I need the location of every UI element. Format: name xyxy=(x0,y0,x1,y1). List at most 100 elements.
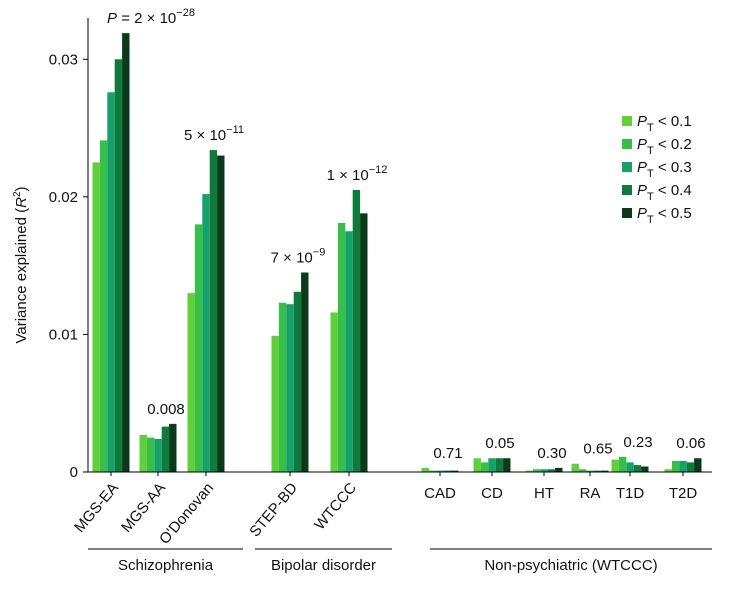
legend-text: < 0.5 xyxy=(654,205,692,222)
bar xyxy=(194,224,203,472)
bar xyxy=(107,92,115,473)
y-tick-label: 0.03 xyxy=(49,51,78,68)
annotation-text: 0.05 xyxy=(485,435,514,452)
annotation: 0.71 xyxy=(433,445,462,462)
annotation-prefix: P xyxy=(107,10,117,27)
bar xyxy=(626,462,634,472)
annotation: 7 × 10−9 xyxy=(271,247,326,267)
legend-sub: T xyxy=(647,122,654,134)
y-label-end: ) xyxy=(13,186,30,191)
legend-text: < 0.2 xyxy=(654,136,692,153)
bar xyxy=(99,140,108,472)
y-label-text: Variance explained ( xyxy=(13,208,30,344)
y-tick-label: 0.01 xyxy=(49,326,78,343)
legend-sub: T xyxy=(647,168,654,180)
y-tick-label: 0 xyxy=(70,464,78,481)
annotation: 0.06 xyxy=(676,435,705,452)
bar xyxy=(495,458,504,472)
annotation-exp: −9 xyxy=(313,247,326,259)
legend-label: PT < 0.4 xyxy=(637,182,692,203)
annotation: 5 × 10−11 xyxy=(184,124,244,144)
bar xyxy=(686,462,695,472)
legend-sub: T xyxy=(647,191,654,203)
bar xyxy=(571,463,579,472)
legend-label: PT < 0.5 xyxy=(637,205,692,226)
annotation: 1 × 10−12 xyxy=(327,164,388,184)
bar xyxy=(480,462,489,472)
bar xyxy=(330,312,338,472)
bar xyxy=(671,460,680,472)
bar xyxy=(139,434,147,472)
legend-sub: T xyxy=(647,145,654,157)
y-label-exp: 2 xyxy=(12,191,23,197)
bar xyxy=(286,304,294,472)
bar xyxy=(525,470,533,472)
annotation-text: 0.30 xyxy=(537,445,566,462)
annotation-exp: −28 xyxy=(176,7,195,19)
annotation-text: 0.06 xyxy=(676,435,705,452)
x-tick-label: STEP-BD xyxy=(246,480,301,541)
annotation-text: 0.65 xyxy=(583,441,612,458)
bar xyxy=(146,437,155,472)
bar xyxy=(503,458,511,472)
annotation-text: 7 × 10 xyxy=(271,250,313,267)
bar xyxy=(169,423,177,472)
annotation-text: = 2 × 10 xyxy=(117,10,176,27)
bar xyxy=(555,467,563,472)
bar xyxy=(421,467,429,472)
bar xyxy=(664,469,672,472)
legend-symbol: P xyxy=(637,136,647,153)
bar xyxy=(428,470,437,472)
annotation-exp: −11 xyxy=(226,124,244,136)
group-label: Schizophrenia xyxy=(118,557,214,574)
legend-swatch xyxy=(622,139,632,149)
legend-label: PT < 0.2 xyxy=(637,136,692,157)
annotation: 0.30 xyxy=(537,445,566,462)
legend-text: < 0.4 xyxy=(654,182,692,199)
bar xyxy=(547,469,556,472)
x-tick-label: CD xyxy=(481,485,503,502)
bar xyxy=(209,150,218,472)
x-tick-label: WTCCC xyxy=(311,480,360,534)
bar xyxy=(154,438,162,472)
legend-swatch xyxy=(622,116,632,126)
legend-symbol: P xyxy=(637,159,647,176)
annotation: 0.008 xyxy=(147,401,185,418)
bar xyxy=(278,302,287,472)
annotation: 0.23 xyxy=(623,434,652,451)
bar xyxy=(473,458,481,472)
bar xyxy=(601,470,609,472)
bar xyxy=(92,162,100,473)
x-tick-label: RA xyxy=(580,485,601,502)
annotation-text: 0.23 xyxy=(623,434,652,451)
x-tick-label: T1D xyxy=(616,485,645,502)
annotation: P = 2 × 10−28 xyxy=(107,7,195,27)
x-tick-label: T2D xyxy=(669,485,698,502)
bar xyxy=(443,470,452,472)
bar xyxy=(451,470,459,472)
legend-label: PT < 0.3 xyxy=(637,159,692,180)
bar xyxy=(187,293,195,472)
bar xyxy=(122,33,130,473)
y-axis-label: Variance explained (R2) xyxy=(12,186,30,343)
annotation-text: 0.71 xyxy=(433,445,462,462)
bar xyxy=(633,465,642,472)
y-label-var: R xyxy=(13,197,30,208)
bar xyxy=(217,155,225,473)
bar xyxy=(694,458,702,472)
legend-sub: T xyxy=(647,214,654,226)
annotation: 0.05 xyxy=(485,435,514,452)
x-tick-label: HT xyxy=(534,485,554,502)
bar xyxy=(641,466,649,472)
bar xyxy=(578,469,587,472)
bar xyxy=(202,194,210,472)
bar xyxy=(271,335,279,472)
annotation-text: 5 × 10 xyxy=(184,127,226,144)
bar xyxy=(679,460,687,472)
legend-swatch xyxy=(622,185,632,195)
legend-swatch xyxy=(622,208,632,218)
bar xyxy=(532,469,541,472)
legend-swatch xyxy=(622,162,632,172)
annotation-text: 0.008 xyxy=(147,401,185,418)
legend-symbol: P xyxy=(637,205,647,222)
